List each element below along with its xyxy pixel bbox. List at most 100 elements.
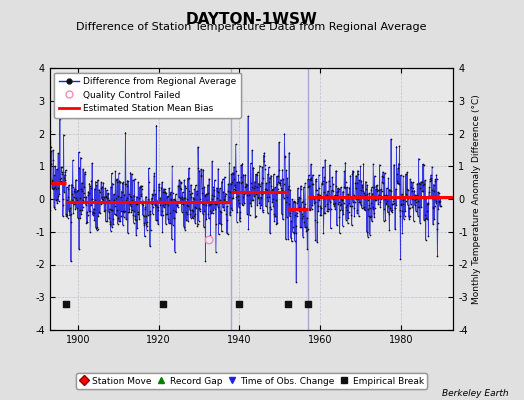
Point (126, 200, 134, 207)
Point (361, 190, 369, 196)
Point (170, 214, 178, 221)
Point (253, 172, 261, 178)
Point (265, 164, 273, 171)
Point (174, 194, 183, 200)
Point (58, 171, 67, 177)
Point (74, 187, 82, 194)
Point (81, 168, 89, 175)
Point (299, 197, 308, 204)
Point (292, 222, 300, 229)
Point (340, 168, 348, 174)
Point (435, 198, 444, 205)
Point (222, 190, 230, 197)
Point (277, 176, 285, 183)
Point (225, 199, 233, 206)
Point (255, 162, 264, 169)
Point (378, 173, 387, 179)
Point (84, 188, 93, 195)
Point (88, 160, 96, 166)
Point (61, 169, 70, 176)
Point (87, 202, 95, 208)
Point (337, 201, 345, 207)
Point (58, 196, 67, 202)
Point (393, 178, 401, 184)
Point (334, 198, 343, 205)
Point (75, 164, 83, 171)
Point (333, 222, 341, 228)
Point (200, 224, 208, 230)
Point (392, 171, 401, 178)
Point (154, 221, 162, 227)
Point (92, 227, 101, 233)
Point (108, 206, 116, 213)
Point (346, 203, 354, 210)
Point (111, 203, 119, 210)
Point (109, 220, 117, 227)
Point (254, 180, 263, 187)
Point (160, 186, 168, 192)
Point (227, 205, 235, 211)
Point (53, 200, 61, 207)
Point (73, 196, 82, 203)
Point (252, 190, 260, 197)
Point (235, 301, 244, 307)
Point (147, 227, 155, 233)
Point (220, 207, 228, 214)
Point (88, 196, 96, 202)
Point (384, 175, 392, 182)
Point (369, 184, 378, 190)
Point (281, 153, 289, 159)
Point (60, 172, 69, 179)
Point (111, 168, 119, 175)
Point (325, 198, 334, 205)
Point (219, 204, 227, 211)
Point (290, 230, 298, 236)
Point (167, 189, 175, 195)
Point (131, 216, 139, 222)
Point (161, 201, 169, 207)
Point (166, 191, 174, 198)
Point (406, 205, 414, 211)
Point (268, 187, 276, 193)
Point (173, 199, 182, 206)
Point (66, 198, 74, 204)
Point (140, 222, 148, 228)
Point (362, 191, 370, 198)
Point (351, 199, 359, 205)
Point (101, 200, 109, 206)
Point (126, 193, 134, 200)
Point (72, 177, 80, 184)
Point (394, 180, 402, 186)
Point (427, 177, 435, 183)
Point (228, 207, 236, 214)
Point (133, 201, 141, 207)
Point (46, 174, 54, 181)
Point (217, 228, 226, 235)
Point (274, 186, 282, 192)
Point (232, 193, 241, 200)
Point (133, 225, 141, 232)
Point (427, 175, 435, 181)
Point (207, 210, 215, 216)
Point (249, 185, 258, 191)
Point (143, 223, 151, 229)
Point (176, 195, 184, 201)
Point (353, 206, 362, 213)
Point (301, 201, 310, 207)
Point (312, 178, 320, 184)
Point (180, 177, 189, 183)
Point (359, 206, 368, 212)
Point (304, 301, 312, 307)
Point (333, 185, 342, 191)
Point (196, 196, 204, 202)
Point (293, 196, 302, 203)
Point (309, 181, 317, 187)
Point (112, 212, 121, 218)
Point (298, 214, 307, 221)
Point (138, 185, 146, 192)
Point (366, 231, 374, 238)
Point (390, 204, 399, 211)
Point (253, 202, 261, 208)
Point (219, 188, 227, 195)
Point (69, 184, 77, 190)
